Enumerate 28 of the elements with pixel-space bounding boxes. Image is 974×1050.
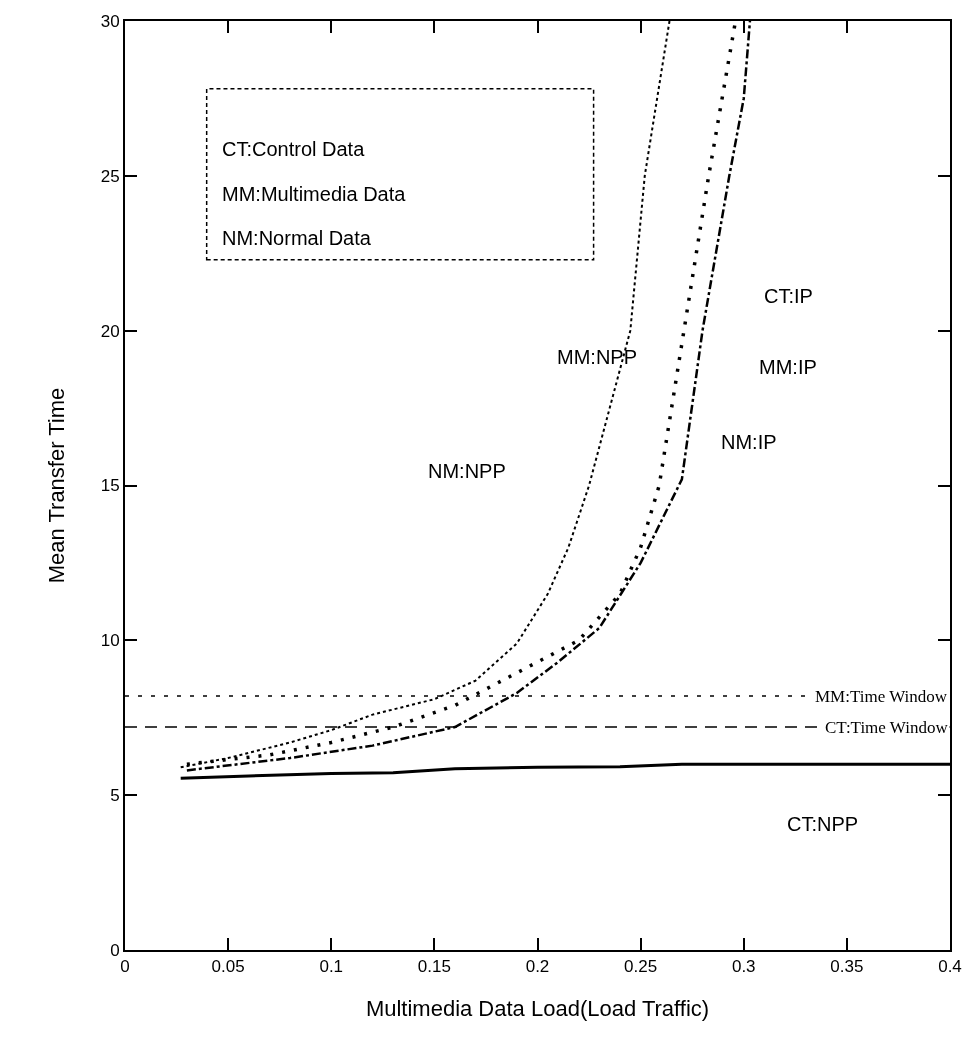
y-tick-label: 15 bbox=[100, 476, 120, 496]
annotation: NM:IP bbox=[721, 431, 777, 453]
x-tick-label: 0.1 bbox=[319, 957, 344, 977]
x-tick-label: 0.2 bbox=[525, 957, 550, 977]
annotation: CT:IP bbox=[764, 285, 813, 307]
ref-line-label: CT:Time Window bbox=[825, 718, 949, 737]
y-tick-label: 0 bbox=[110, 940, 120, 960]
annotation: MM:NPP bbox=[557, 346, 637, 368]
y-tick-label: 10 bbox=[100, 631, 120, 651]
x-tick-label: 0.05 bbox=[211, 957, 245, 977]
ref-line-label: MM:Time Window bbox=[815, 687, 948, 706]
y-tick-label: 30 bbox=[100, 11, 120, 31]
annotation: MM:IP bbox=[759, 356, 817, 378]
annotation: MM:Multimedia Data bbox=[222, 183, 407, 205]
x-axis-title: Multimedia Data Load(Load Traffic) bbox=[365, 995, 710, 1021]
x-tick-label: 0.25 bbox=[624, 957, 658, 977]
x-tick-label: 0.3 bbox=[731, 957, 756, 977]
x-tick-label: 0.15 bbox=[417, 957, 451, 977]
y-tick-label: 5 bbox=[110, 786, 120, 806]
x-tick-label: 0.4 bbox=[938, 957, 962, 977]
y-tick-label: 25 bbox=[100, 166, 120, 186]
y-axis-title: Mean Transfer Time bbox=[43, 387, 69, 584]
annotation: CT:NPP bbox=[787, 813, 859, 835]
annotation: NM:NPP bbox=[428, 460, 506, 482]
annotation: NM:Normal Data bbox=[222, 227, 372, 249]
y-tick-label: 20 bbox=[100, 321, 120, 341]
annotation: CT:Control Data bbox=[222, 138, 366, 160]
x-tick-label: 0.35 bbox=[830, 957, 864, 977]
